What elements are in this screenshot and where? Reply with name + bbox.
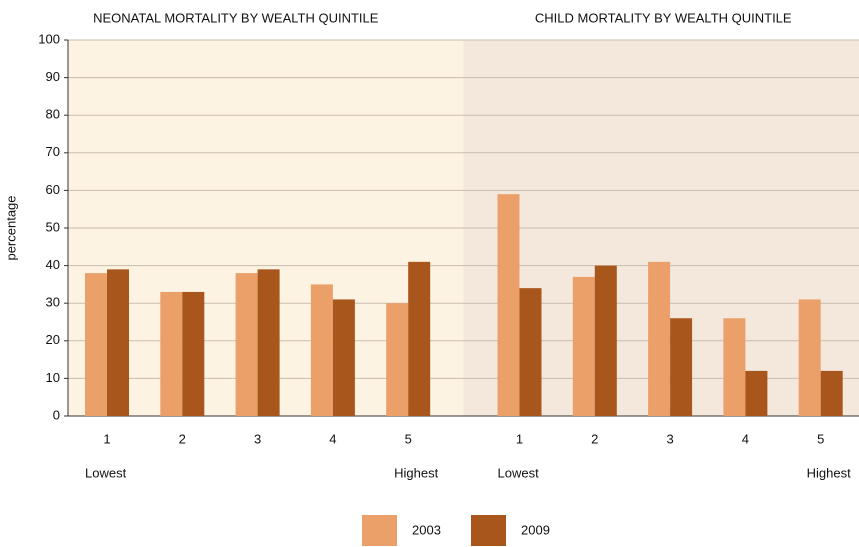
- bar: [160, 291, 183, 416]
- bar: [670, 318, 693, 416]
- y-tick-label: 40: [46, 257, 60, 272]
- bar: [594, 265, 617, 416]
- bar: [820, 370, 843, 416]
- y-tick-label: 30: [46, 295, 60, 310]
- y-tick-label: 10: [46, 370, 60, 385]
- legend-swatch: [362, 515, 397, 546]
- x-tick-label: 5: [405, 431, 412, 446]
- y-tick-label: 50: [46, 219, 60, 234]
- bar: [235, 273, 258, 416]
- bar: [745, 370, 768, 416]
- y-tick-label: 60: [46, 182, 60, 197]
- bar: [497, 194, 520, 416]
- y-tick-label: 0: [53, 407, 60, 422]
- bar: [798, 299, 821, 416]
- bar: [386, 303, 409, 416]
- y-tick-label: 80: [46, 107, 60, 122]
- legend-swatch: [471, 515, 506, 546]
- bar: [85, 273, 107, 416]
- bar: [107, 269, 129, 416]
- bar: [182, 291, 205, 416]
- x-tick-note: Highest: [807, 465, 851, 480]
- panel-title: CHILD MORTALITY BY WEALTH QUINTILE: [535, 10, 792, 25]
- x-tick-note: Lowest: [85, 465, 127, 480]
- bar: [310, 284, 333, 416]
- y-tick-label: 100: [38, 31, 60, 46]
- bar: [519, 288, 542, 416]
- legend-label: 2003: [412, 522, 441, 537]
- x-tick-note: Highest: [394, 465, 438, 480]
- x-tick-label: 2: [591, 431, 598, 446]
- bar: [332, 299, 355, 416]
- y-tick-label: 90: [46, 69, 60, 84]
- x-tick-label: 2: [179, 431, 186, 446]
- x-tick-label: 3: [254, 431, 261, 446]
- x-tick-label: 3: [666, 431, 673, 446]
- y-tick-label: 70: [46, 144, 60, 159]
- x-tick-label: 4: [742, 431, 749, 446]
- x-tick-note: Lowest: [498, 465, 540, 480]
- y-tick-label: 20: [46, 332, 60, 347]
- bar: [408, 261, 431, 416]
- bar: [257, 269, 280, 416]
- x-tick-label: 1: [516, 431, 523, 446]
- panel-title: NEONATAL MORTALITY BY WEALTH QUINTILE: [93, 10, 379, 25]
- x-tick-label: 5: [817, 431, 824, 446]
- bar: [572, 276, 595, 416]
- y-axis-label: percentage: [3, 195, 18, 260]
- bar: [648, 261, 671, 416]
- bar: [723, 318, 746, 416]
- x-tick-label: 1: [103, 431, 110, 446]
- x-tick-label: 4: [329, 431, 336, 446]
- legend-label: 2009: [521, 522, 550, 537]
